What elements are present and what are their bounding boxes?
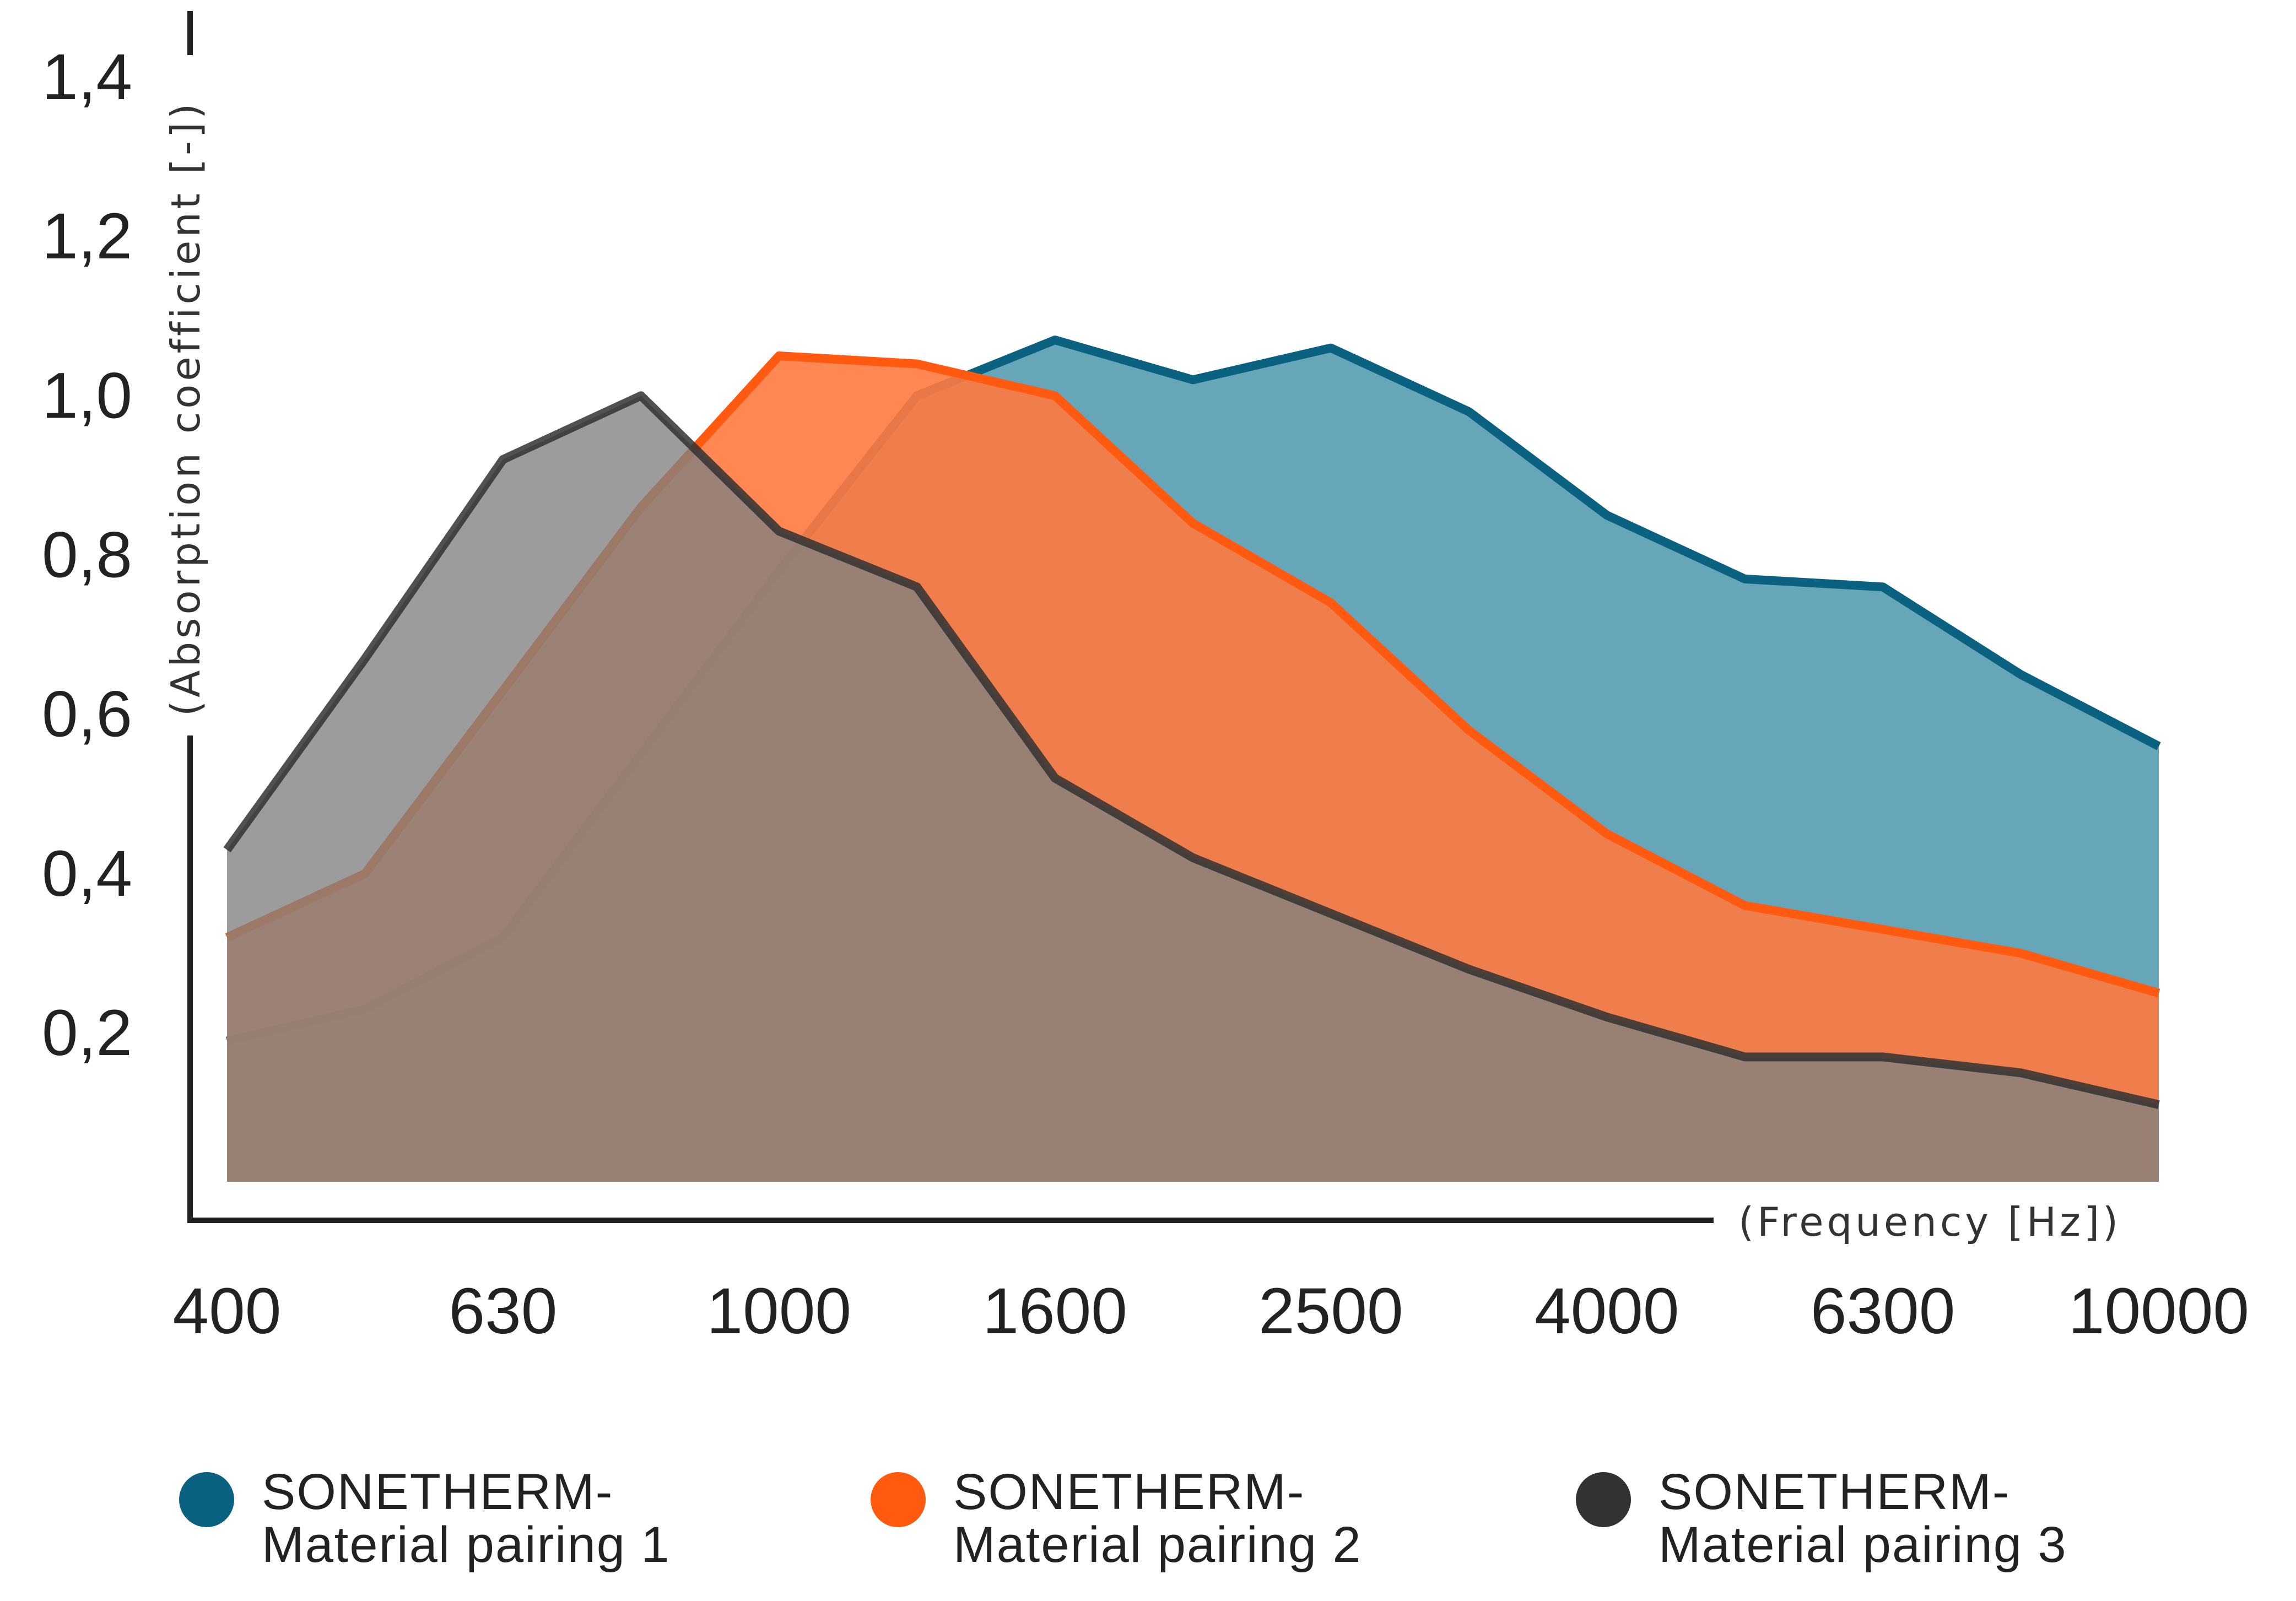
legend-item-2: SONETHERM- Material pairing 2: [871, 1465, 1362, 1571]
chart-areas: [223, 336, 2161, 1182]
legend-label-2-line-2: Material pairing 2: [953, 1517, 1362, 1573]
y-tick-label: 0,8: [42, 519, 132, 592]
y-tick-label: 0,2: [42, 997, 132, 1069]
legend-label-3-line-2: Material pairing 3: [1658, 1517, 2067, 1573]
legend-marker-2: [871, 1472, 926, 1527]
y-tick-label: 0,4: [42, 837, 132, 910]
y-tick-labels: 0,2 0,4 0,6 0,8 1,0 1,2 1,4: [42, 41, 132, 1069]
legend-item-1: SONETHERM- Material pairing 1: [179, 1465, 671, 1571]
legend-label-1-line-1: SONETHERM-: [262, 1464, 614, 1520]
legend-label-2-line-1: SONETHERM-: [953, 1464, 1305, 1520]
legend-item-3: SONETHERM- Material pairing 3: [1576, 1465, 2067, 1571]
y-tick-label: 1,2: [42, 200, 132, 273]
legend-marker-1: [179, 1472, 234, 1527]
series-3-line: [223, 391, 2160, 1109]
x-tick-label: 1600: [982, 1275, 1127, 1348]
legend-marker-3: [1576, 1472, 1631, 1527]
legend-label-1-line-2: Material pairing 1: [262, 1517, 671, 1573]
legend-label-3-line-1: SONETHERM-: [1658, 1464, 2011, 1520]
x-axis-title: (Frequency [Hz]): [1738, 1199, 2121, 1245]
y-tick-label: 1,4: [42, 41, 132, 113]
series-3-area: [227, 396, 2159, 1182]
x-tick-label: 4000: [1535, 1275, 1679, 1348]
x-tick-label: 400: [173, 1275, 282, 1348]
x-tick-label: 2500: [1258, 1275, 1403, 1348]
x-tick-label: 1000: [706, 1275, 851, 1348]
x-tick-label: 630: [449, 1275, 557, 1348]
chart-axes: [187, 11, 1714, 1223]
x-tick-labels: 400 630 1000 1600 2500 4000 6300 10000: [173, 1275, 2250, 1348]
y-axis-title: (Absorption coefficient [-]): [163, 100, 209, 716]
x-tick-label: 6300: [1811, 1275, 1955, 1348]
y-tick-label: 1,0: [42, 359, 132, 432]
x-tick-label: 10000: [2068, 1275, 2249, 1348]
y-tick-label: 0,6: [42, 678, 132, 751]
